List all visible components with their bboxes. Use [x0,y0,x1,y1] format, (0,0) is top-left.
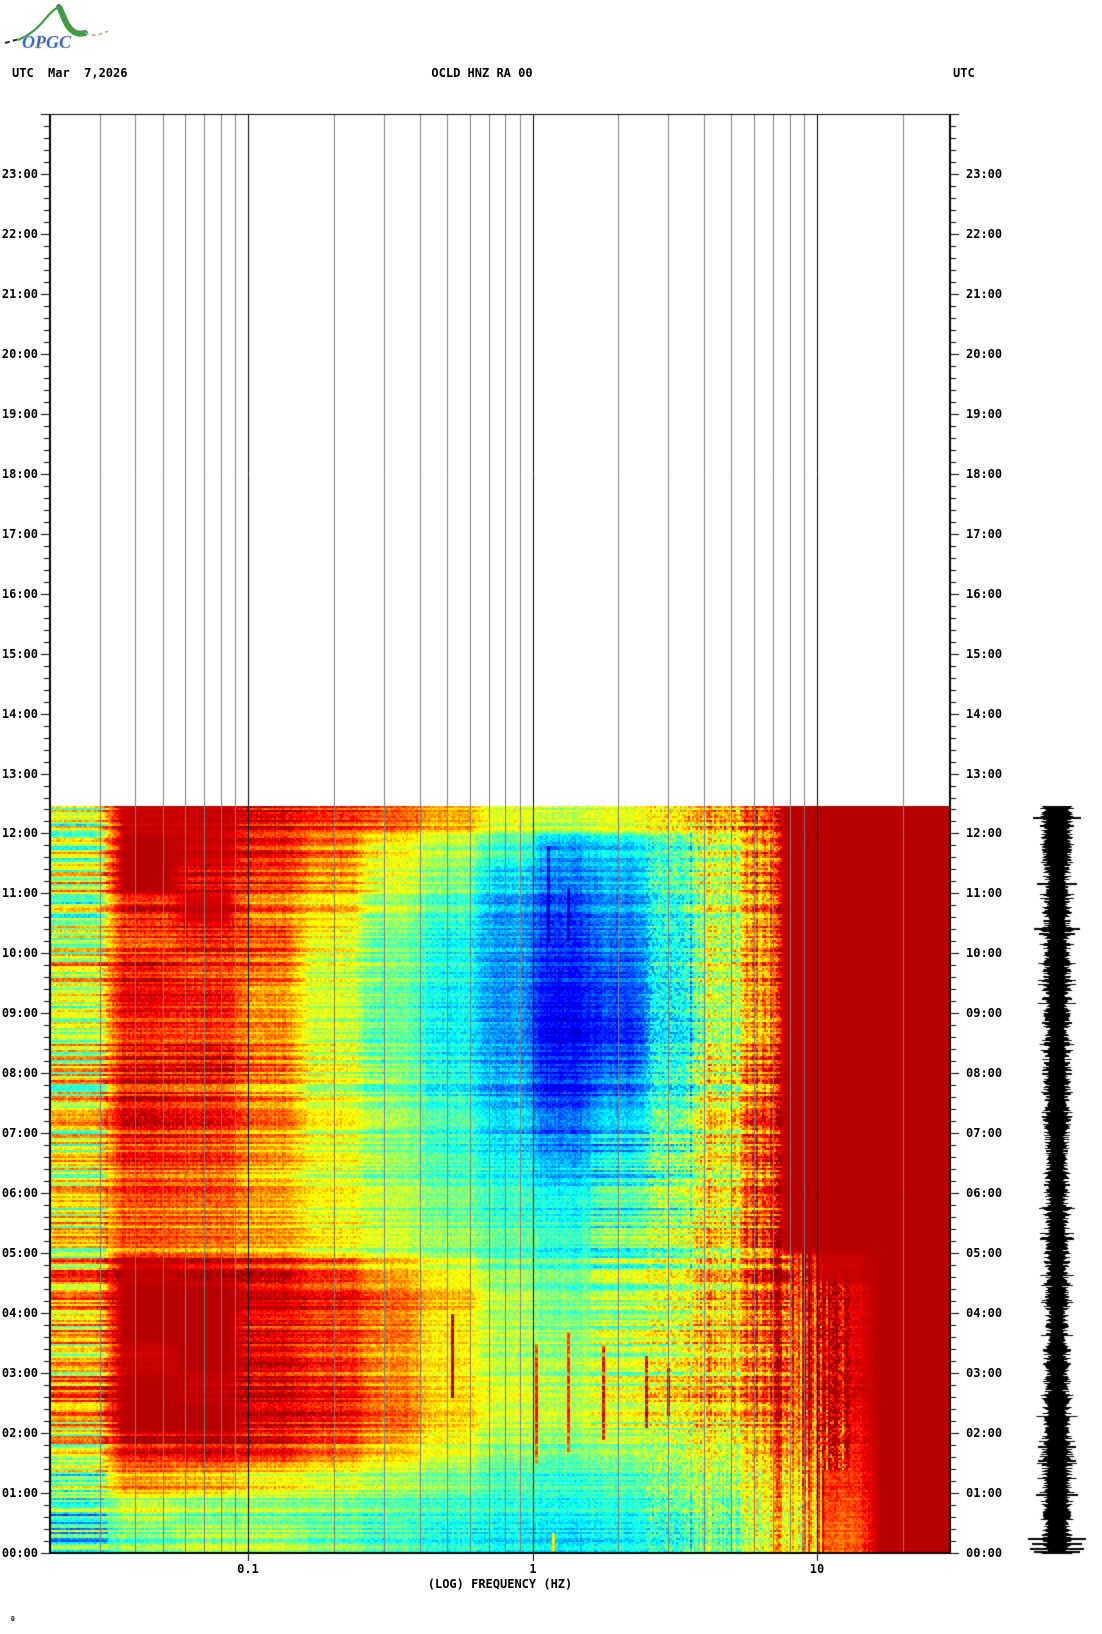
time-label-right: 20:00 [966,347,1003,361]
time-label-right: 11:00 [966,886,1003,900]
time-label-right: 12:00 [966,826,1003,840]
time-label-left: 09:00 [1,1006,38,1020]
time-label-right: 04:00 [966,1306,1003,1320]
time-label-left: 04:00 [1,1306,38,1320]
header-utc-right: UTC [953,66,975,80]
time-label-left: 06:00 [1,1186,38,1200]
time-label-left: 16:00 [1,587,38,601]
time-label-left: 00:00 [1,1546,38,1560]
time-label-left: 19:00 [1,407,38,421]
time-label-right: 10:00 [966,946,1003,960]
time-label-left: 02:00 [1,1426,38,1440]
opgc-logo: OPGC [4,4,109,52]
time-label-left: 12:00 [1,826,38,840]
time-label-right: 05:00 [966,1246,1003,1260]
header-station-title: OCLD HNZ RA 00 [431,66,533,80]
time-label-right: 14:00 [966,707,1003,721]
time-label-left: 22:00 [1,227,38,241]
time-label-right: 07:00 [966,1126,1003,1140]
footer-mark: ª [10,1616,16,1626]
time-label-right: 16:00 [966,587,1003,601]
x-tick-label: 1 [529,1562,537,1576]
time-label-left: 18:00 [1,467,38,481]
time-label-left: 05:00 [1,1246,38,1260]
time-label-right: 02:00 [966,1426,1003,1440]
time-label-right: 17:00 [966,527,1003,541]
time-label-left: 20:00 [1,347,38,361]
time-label-right: 22:00 [966,227,1003,241]
time-label-left: 07:00 [1,1126,38,1140]
logo-ridge-dark [4,38,20,44]
time-label-right: 18:00 [966,467,1003,481]
time-label-right: 23:00 [966,167,1003,181]
time-label-left: 21:00 [1,287,38,301]
opgc-logo-text: OPGC [22,32,72,52]
time-label-left: 23:00 [1,167,38,181]
logo-ridge-tail [84,30,109,36]
header-utc-left: UTC [12,66,34,80]
time-label-right: 19:00 [966,407,1003,421]
time-label-left: 13:00 [1,767,38,781]
x-axis-title: (LOG) FREQUENCY (HZ) [427,1577,573,1591]
time-label-left: 01:00 [1,1486,38,1500]
x-tick-label: 0.1 [237,1562,259,1576]
header-date: Mar 7,2026 [48,66,128,80]
time-label-left: 15:00 [1,647,38,661]
time-label-left: 03:00 [1,1366,38,1380]
time-label-right: 21:00 [966,287,1003,301]
time-label-left: 08:00 [1,1066,38,1080]
time-label-right: 09:00 [966,1006,1003,1020]
time-label-left: 11:00 [1,886,38,900]
time-label-right: 13:00 [966,767,1003,781]
time-label-left: 17:00 [1,527,38,541]
time-label-left: 10:00 [1,946,38,960]
time-label-right: 15:00 [966,647,1003,661]
time-label-right: 08:00 [966,1066,1003,1080]
logo-ridge-peak [56,4,88,37]
time-label-right: 06:00 [966,1186,1003,1200]
time-label-right: 00:00 [966,1546,1003,1560]
time-label-right: 01:00 [966,1486,1003,1500]
time-label-left: 14:00 [1,707,38,721]
time-label-right: 03:00 [966,1366,1003,1380]
x-tick-label: 10 [809,1562,825,1576]
